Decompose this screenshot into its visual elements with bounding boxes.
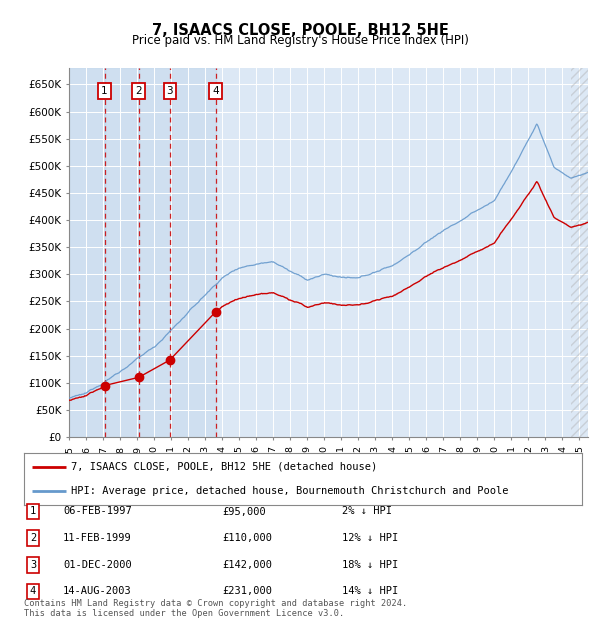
Bar <box>139 68 171 437</box>
Text: £110,000: £110,000 <box>222 533 272 543</box>
Text: 1: 1 <box>30 507 36 516</box>
Text: £231,000: £231,000 <box>222 587 272 596</box>
Text: 14-AUG-2003: 14-AUG-2003 <box>63 587 132 596</box>
Text: 12% ↓ HPI: 12% ↓ HPI <box>342 533 398 543</box>
Text: 1: 1 <box>101 86 108 96</box>
Text: 4: 4 <box>212 86 219 96</box>
Text: 4: 4 <box>30 587 36 596</box>
Text: 3: 3 <box>166 86 173 96</box>
Text: HPI: Average price, detached house, Bournemouth Christchurch and Poole: HPI: Average price, detached house, Bour… <box>71 486 509 496</box>
Text: 7, ISAACS CLOSE, POOLE, BH12 5HE (detached house): 7, ISAACS CLOSE, POOLE, BH12 5HE (detach… <box>71 462 377 472</box>
Text: 06-FEB-1997: 06-FEB-1997 <box>63 507 132 516</box>
Text: 2: 2 <box>135 86 142 96</box>
Text: 2% ↓ HPI: 2% ↓ HPI <box>342 507 392 516</box>
Text: 01-DEC-2000: 01-DEC-2000 <box>63 560 132 570</box>
Text: 18% ↓ HPI: 18% ↓ HPI <box>342 560 398 570</box>
Bar <box>171 68 215 437</box>
Text: 3: 3 <box>30 560 36 570</box>
Text: 11-FEB-1999: 11-FEB-1999 <box>63 533 132 543</box>
Text: Contains HM Land Registry data © Crown copyright and database right 2024.
This d: Contains HM Land Registry data © Crown c… <box>24 599 407 618</box>
Bar <box>69 68 104 437</box>
Bar <box>104 68 139 437</box>
Text: 14% ↓ HPI: 14% ↓ HPI <box>342 587 398 596</box>
Text: £142,000: £142,000 <box>222 560 272 570</box>
Text: Price paid vs. HM Land Registry's House Price Index (HPI): Price paid vs. HM Land Registry's House … <box>131 34 469 47</box>
Text: 2: 2 <box>30 533 36 543</box>
Text: £95,000: £95,000 <box>222 507 266 516</box>
Text: 7, ISAACS CLOSE, POOLE, BH12 5HE: 7, ISAACS CLOSE, POOLE, BH12 5HE <box>152 23 448 38</box>
